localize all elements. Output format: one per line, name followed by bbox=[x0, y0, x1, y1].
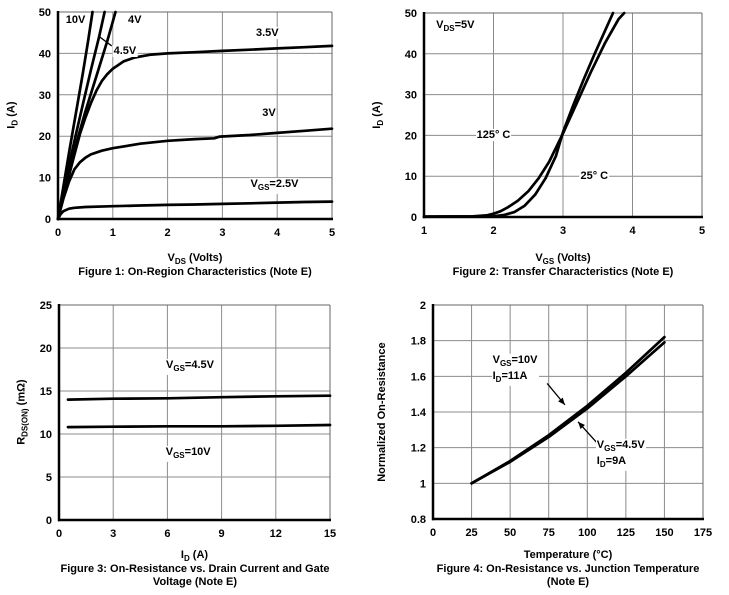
figure2-annotations: VDS=5V 125° C 25° C bbox=[365, 0, 729, 297]
figure2-caption: Figure 2: Transfer Characteristics (Note… bbox=[452, 266, 674, 278]
figure3-annotations: VGS=4.5V VGS=10V bbox=[0, 290, 365, 595]
data-curve bbox=[56, 200, 334, 221]
y-tick-label: 50 bbox=[405, 8, 417, 20]
curve-label: VGS=4.5V ID=9A bbox=[595, 438, 646, 471]
y-tick-label: 0 bbox=[46, 515, 52, 527]
y-tick-label: 40 bbox=[39, 48, 51, 60]
curve-label: VGS=4.5V bbox=[165, 358, 215, 375]
y-tick-label: 20 bbox=[40, 343, 52, 355]
figure1-panel: 0 1 2 3 4 5 0 10 20 30 40 50 10V 4V 4.5V 3.5V 3V VGS=2.5… bbox=[0, 0, 365, 297]
x-tick-label: 1 bbox=[110, 227, 116, 239]
x-tick-label: 4 bbox=[274, 227, 281, 239]
x-tick-label: 75 bbox=[543, 527, 555, 539]
y-tick-label: 30 bbox=[405, 90, 417, 102]
curve-label: 4.5V bbox=[112, 45, 138, 58]
curve-label: 3V bbox=[261, 107, 277, 119]
curve-label: VDS=5V bbox=[435, 19, 476, 36]
curve-label: 125° C bbox=[475, 129, 512, 142]
curve-label: VGS=2.5V bbox=[249, 177, 300, 194]
figure4-x-axis-label: Temperature (°C) bbox=[523, 549, 613, 561]
x-tick-label: 3 bbox=[560, 225, 566, 237]
curve-label: VGS=10V ID=11A bbox=[491, 353, 539, 387]
x-tick-label: 150 bbox=[655, 527, 673, 539]
x-tick-label: 0 bbox=[430, 527, 436, 539]
y-tick-label: 40 bbox=[405, 49, 417, 61]
x-tick-label: 5 bbox=[699, 225, 705, 237]
x-tick-label: 4 bbox=[629, 225, 636, 237]
figure3-panel: 0 3 6 9 12 15 0 5 10 15 20 25 VGS=4.5V VGS=10V RDS(O… bbox=[0, 290, 365, 595]
x-tick-label: 12 bbox=[270, 528, 282, 540]
y-tick-label: 1.6 bbox=[411, 371, 426, 383]
y-tick-label: 0.8 bbox=[411, 514, 426, 526]
x-tick-label: 5 bbox=[329, 227, 335, 239]
x-tick-label: 3 bbox=[110, 528, 116, 540]
arrowhead bbox=[558, 397, 565, 405]
figure4-y-axis-label: Normalized On-Resistance bbox=[375, 342, 388, 482]
x-tick-label: 2 bbox=[490, 225, 496, 237]
figure1-caption: Figure 1: On-Region Characteristics (Not… bbox=[78, 266, 312, 278]
curve-label: VGS=10V bbox=[164, 445, 212, 462]
y-tick-label: 1.4 bbox=[411, 407, 427, 419]
pointer-line bbox=[97, 35, 113, 47]
arrowhead bbox=[578, 421, 585, 430]
figure1-x-axis-label: VDS (Volts) bbox=[167, 252, 223, 267]
y-tick-label: 15 bbox=[40, 386, 52, 398]
data-curve bbox=[422, 11, 626, 218]
figure1-y-axis-label: ID (A) bbox=[5, 101, 20, 129]
x-tick-label: 15 bbox=[324, 528, 336, 540]
y-tick-label: 10 bbox=[405, 171, 417, 183]
y-tick-label: 1.2 bbox=[411, 443, 426, 455]
figure4-panel: 0 25 50 75 100 125 150 175 0.8 1 1.2 1.4 1.6 1.8 2 VGS… bbox=[365, 290, 729, 595]
y-tick-label: 0 bbox=[45, 214, 51, 226]
x-tick-label: 175 bbox=[694, 527, 712, 539]
data-curve bbox=[422, 11, 615, 218]
figure4-chart: 0 25 50 75 100 125 150 175 0.8 1 1.2 1.4 1.6 1.8 2 bbox=[411, 300, 712, 539]
y-tick-label: 25 bbox=[40, 300, 52, 312]
figure3-y-axis-label: RDS(ON) (mΩ) bbox=[15, 379, 30, 445]
figure3-chart: 0 3 6 9 12 15 0 5 10 15 20 25 bbox=[40, 300, 336, 540]
figure4-caption: Figure 4: On-Resistance vs. Junction Tem… bbox=[436, 563, 700, 588]
figure2-y-axis-label: ID (A) bbox=[370, 101, 386, 129]
x-tick-label: 9 bbox=[219, 528, 225, 540]
x-tick-label: 50 bbox=[504, 527, 516, 539]
y-tick-label: 20 bbox=[39, 131, 51, 143]
y-tick-label: 5 bbox=[46, 472, 52, 484]
data-curve bbox=[56, 44, 334, 221]
figure4-annotations: VGS=10V ID=11A VGS=4.5V ID=9A bbox=[365, 290, 729, 595]
figure3-x-axis-label: ID (A) bbox=[180, 549, 209, 564]
data-curve bbox=[470, 341, 666, 485]
y-tick-label: 2 bbox=[420, 300, 426, 312]
figure2-panel: 1 2 3 4 5 0 10 20 30 40 50 VDS=5V 125° C 25° C ID (A… bbox=[365, 0, 729, 297]
data-curve bbox=[66, 394, 332, 401]
y-tick-label: 10 bbox=[39, 173, 51, 185]
y-tick-label: 30 bbox=[39, 90, 51, 102]
figure2-x-axis-label: VGS (Volts) bbox=[535, 252, 591, 267]
data-curve bbox=[56, 127, 334, 221]
y-tick-label: 1 bbox=[420, 478, 426, 490]
curve-label: 10V bbox=[64, 14, 87, 27]
y-tick-label: 0 bbox=[411, 212, 417, 224]
x-tick-label: 6 bbox=[164, 528, 170, 540]
data-curve bbox=[66, 423, 332, 429]
curve-label: 4V bbox=[126, 14, 143, 27]
x-tick-label: 0 bbox=[56, 528, 62, 540]
y-tick-label: 20 bbox=[405, 130, 417, 142]
y-tick-label: 10 bbox=[40, 429, 52, 441]
figure3-caption: Figure 3: On-Resistance vs. Drain Curren… bbox=[60, 563, 330, 588]
y-tick-label: 50 bbox=[39, 7, 51, 19]
x-tick-label: 100 bbox=[578, 527, 596, 539]
x-tick-label: 25 bbox=[465, 527, 477, 539]
figure1-annotations: 10V 4V 4.5V 3.5V 3V VGS=2.5V bbox=[0, 0, 365, 297]
x-tick-label: 0 bbox=[55, 227, 61, 239]
x-tick-label: 1 bbox=[421, 225, 427, 237]
x-tick-label: 125 bbox=[617, 527, 635, 539]
x-tick-label: 2 bbox=[165, 227, 171, 239]
y-tick-label: 1.8 bbox=[411, 336, 426, 348]
curve-label: 25° C bbox=[579, 170, 610, 183]
curve-label: 3.5V bbox=[254, 26, 280, 39]
x-tick-label: 3 bbox=[219, 227, 225, 239]
